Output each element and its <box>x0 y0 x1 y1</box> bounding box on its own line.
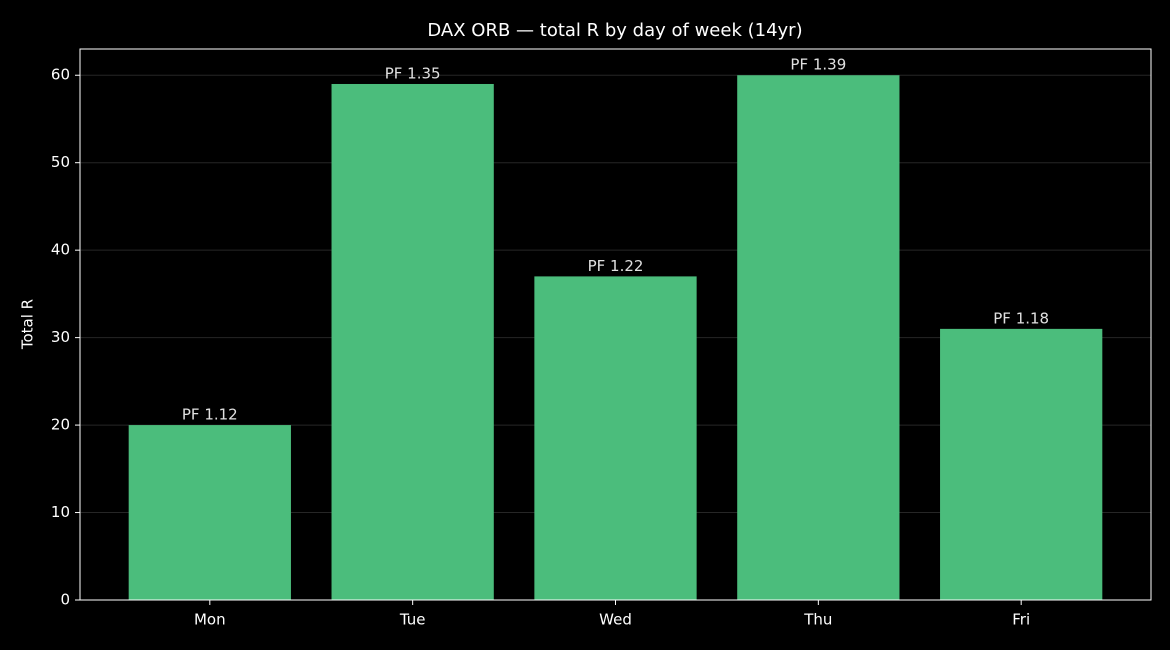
bar <box>940 328 1103 600</box>
chart-title: DAX ORB — total R by day of week (14yr) <box>427 20 802 41</box>
bar-label: PF 1.18 <box>993 309 1049 327</box>
bar <box>534 276 697 600</box>
x-tick-label: Thu <box>803 611 832 629</box>
bar-label: PF 1.39 <box>790 56 846 74</box>
bar <box>128 425 291 600</box>
plot-frame <box>79 48 1152 601</box>
bar <box>737 75 900 600</box>
x-tick-label: Tue <box>399 611 426 629</box>
y-tick-label: 40 <box>51 241 70 259</box>
x-tick-label: Fri <box>1012 611 1030 629</box>
y-tick-label: 10 <box>51 503 70 521</box>
y-axis-label: Total R <box>19 299 37 350</box>
bar <box>331 83 494 600</box>
bar-label: PF 1.35 <box>385 64 441 82</box>
bar-label: PF 1.12 <box>182 406 238 424</box>
y-tick-label: 60 <box>51 66 70 84</box>
x-tick-label: Wed <box>599 611 632 629</box>
y-tick-label: 30 <box>51 328 70 346</box>
y-tick-label: 20 <box>51 416 70 434</box>
bar-label: PF 1.22 <box>588 257 644 275</box>
y-tick-label: 0 <box>60 591 70 609</box>
x-tick-label: Mon <box>194 611 226 629</box>
y-tick-label: 50 <box>51 153 70 171</box>
